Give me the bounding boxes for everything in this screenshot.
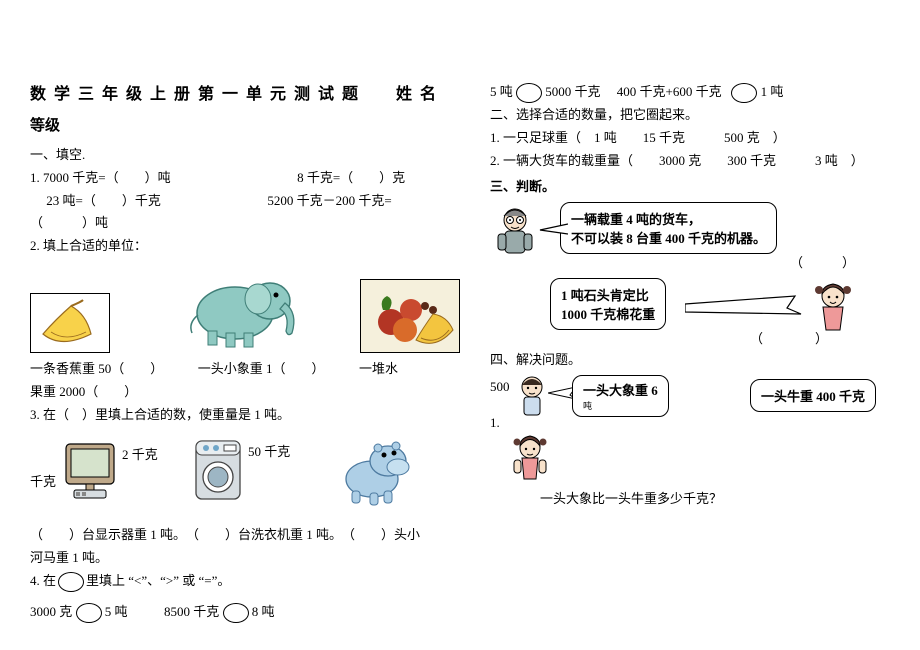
q3a: （ ）台显示器重 1 吨。 （ ）台洗衣机重 1 吨。 （ ）头小 xyxy=(30,525,470,546)
image-row-1 xyxy=(30,263,470,353)
banana-icon xyxy=(31,294,109,352)
bubble-unit: 吨 xyxy=(583,399,658,412)
left-column: 数 学 三 年 级 上 册 第 一 单 元 测 试 题 姓 名 等级 一、填空.… xyxy=(30,80,470,625)
captions-row: 一条香蕉重 50（ ） 一头小象重 1（ ） 一堆水 xyxy=(30,359,470,380)
q1-line1: 1. 7000 千克=（ ）吨 8 千克=（ ）克 xyxy=(30,168,470,189)
wt-washer: 50 千克 xyxy=(248,441,290,460)
cmp-oval-3[interactable] xyxy=(516,83,542,103)
cmp-row-1: 3000 克 5 吨 8500 千克 8 吨 xyxy=(30,602,470,623)
b2b: 1000 千克棉花重 xyxy=(561,304,655,323)
title-text: 数 学 三 年 级 上 册 第 一 单 元 测 试 题 xyxy=(30,86,360,103)
monitor-group: 千克 2 千克 xyxy=(30,438,120,502)
grandpa-icon xyxy=(490,202,540,264)
fruit-block xyxy=(360,279,460,353)
cap-fruit-b: 果重 2000（ ） xyxy=(30,382,470,403)
fruit-icon xyxy=(361,280,459,352)
cmp1a: 3000 克 xyxy=(30,604,72,619)
boy-icon xyxy=(512,373,552,421)
right-column: 5 吨 5000 千克 400 千克+600 千克 1 吨 二、选择合适的数量，… xyxy=(490,80,890,625)
bubble-2: 1 吨石头肯定比 1000 千克棉花重 xyxy=(550,278,666,330)
s4-question: 一头大象比一头牛重多少千克？ xyxy=(540,489,890,510)
banana-block xyxy=(30,293,110,353)
b2-paren: （ ） xyxy=(750,328,828,347)
name-label: 姓 名 xyxy=(396,86,438,103)
cmp1b: 5 吨 xyxy=(105,604,128,619)
wt-monitor: 2 千克 xyxy=(122,444,158,463)
judge-1: 一辆载重 4 吨的货车， 不可以装 8 台重 400 千克的机器。 （ ） xyxy=(490,202,890,272)
bubble-1: 一辆载重 4 吨的货车， 不可以装 8 台重 400 千克的机器。 xyxy=(560,202,777,254)
cmp3a: 5 吨 xyxy=(490,84,513,99)
cmp4a: 400 千克+600 千克 xyxy=(617,84,722,99)
cmp-oval-2[interactable] xyxy=(223,603,249,623)
q1c: 23 吨=（ ）千克 xyxy=(30,193,161,208)
q2-heading: 2. 填上合适的单位： xyxy=(30,236,470,257)
section2-heading: 二、选择合适的数量，把它圈起来。 xyxy=(490,105,890,126)
b1b: 不可以装 8 台重 400 千克的机器。 xyxy=(571,228,766,247)
cmp-oval-1[interactable] xyxy=(76,603,102,623)
b2a: 1 吨石头肯定比 xyxy=(561,285,655,304)
q1a: 1. 7000 千克=（ ）吨 xyxy=(30,170,171,185)
page-title: 数 学 三 年 级 上 册 第 一 单 元 测 试 题 姓 名 xyxy=(30,80,470,104)
washer-group: 50 千克 xyxy=(190,435,246,505)
solve-girl xyxy=(490,433,890,487)
monitor-icon xyxy=(60,438,120,502)
cap-elephant: 一头小象重 1（ ） xyxy=(198,361,325,376)
cap-fruit-a: 一堆水 xyxy=(359,361,398,376)
cmp2a: 8500 千克 xyxy=(164,604,219,619)
hippo-group xyxy=(336,431,414,509)
girl-2-icon xyxy=(508,433,552,485)
grade-label: 等级 xyxy=(30,114,470,135)
monitor-label: 2 千克 xyxy=(60,438,120,502)
cmp-oval-4[interactable] xyxy=(731,83,757,103)
section1-heading: 一、填空. xyxy=(30,145,470,166)
num-500: 500 xyxy=(490,379,510,395)
s2q1: 1. 一只足球重（ 1 吨 15 千克 500 克 ） xyxy=(490,128,890,149)
image-row-2: 千克 2 千克 50 千克 xyxy=(30,431,470,509)
q1d: 5200 千克－200 千克= xyxy=(267,193,391,208)
b1a: 一辆载重 4 吨的货车， xyxy=(571,209,766,228)
one: 1. xyxy=(490,415,500,431)
cmp2b: 8 吨 xyxy=(252,604,275,619)
cap-banana: 一条香蕉重 50（ ） xyxy=(30,361,163,376)
q4-heading: 4. 在里填上 “<”、“>” 或 “=”。 xyxy=(30,571,470,592)
banana-image xyxy=(30,293,110,353)
elephant-icon xyxy=(180,263,300,353)
section4-heading: 四、解决问题。 xyxy=(490,350,890,371)
q3-heading: 3. 在（ ）里填上合适的数，使重量是 1 吨。 xyxy=(30,405,470,426)
section3-heading: 三、判断。 xyxy=(490,177,890,198)
hippo-icon xyxy=(336,431,414,509)
q3b: 河马重 1 吨。 xyxy=(30,548,470,569)
unit-kg: 千克 xyxy=(30,471,56,490)
bubble-elephant: 一头大象重 6 吨 xyxy=(572,375,669,417)
q1-line2: 23 吨=（ ）千克 5200 千克－200 千克= xyxy=(30,191,470,212)
worksheet-page: 数 学 三 年 级 上 册 第 一 单 元 测 试 题 姓 名 等级 一、填空.… xyxy=(0,0,920,625)
q1-line3: （ ）吨 xyxy=(30,213,470,234)
washer-icon xyxy=(190,435,246,505)
b1-paren: （ ） xyxy=(790,252,855,271)
judge-2: 1 吨石头肯定比 1000 千克棉花重 （ ） xyxy=(490,274,890,344)
bubble-elephant-text: 一头大象重 6 xyxy=(583,380,658,399)
blank-oval-icon xyxy=(58,572,84,592)
s2q2: 2. 一辆大货车的载重量（ 3000 克 300 千克 3 吨 ） xyxy=(490,151,890,172)
elephant-block xyxy=(180,263,300,353)
cmp3b: 5000 千克 xyxy=(545,84,600,99)
solve-row-1: 500 一头大象重 6 吨 一头牛重 400 千克 1. xyxy=(490,373,890,433)
bubble-tail-icon xyxy=(538,218,568,238)
fruit-image xyxy=(360,279,460,353)
q1b: 8 千克=（ ）克 xyxy=(297,170,405,185)
bubble-tail-2-icon xyxy=(685,294,805,324)
cmp-row-2: 5 吨 5000 千克 400 千克+600 千克 1 吨 xyxy=(490,82,890,103)
bubble-cow: 一头牛重 400 千克 xyxy=(750,379,876,412)
cmp4b: 1 吨 xyxy=(761,84,784,99)
